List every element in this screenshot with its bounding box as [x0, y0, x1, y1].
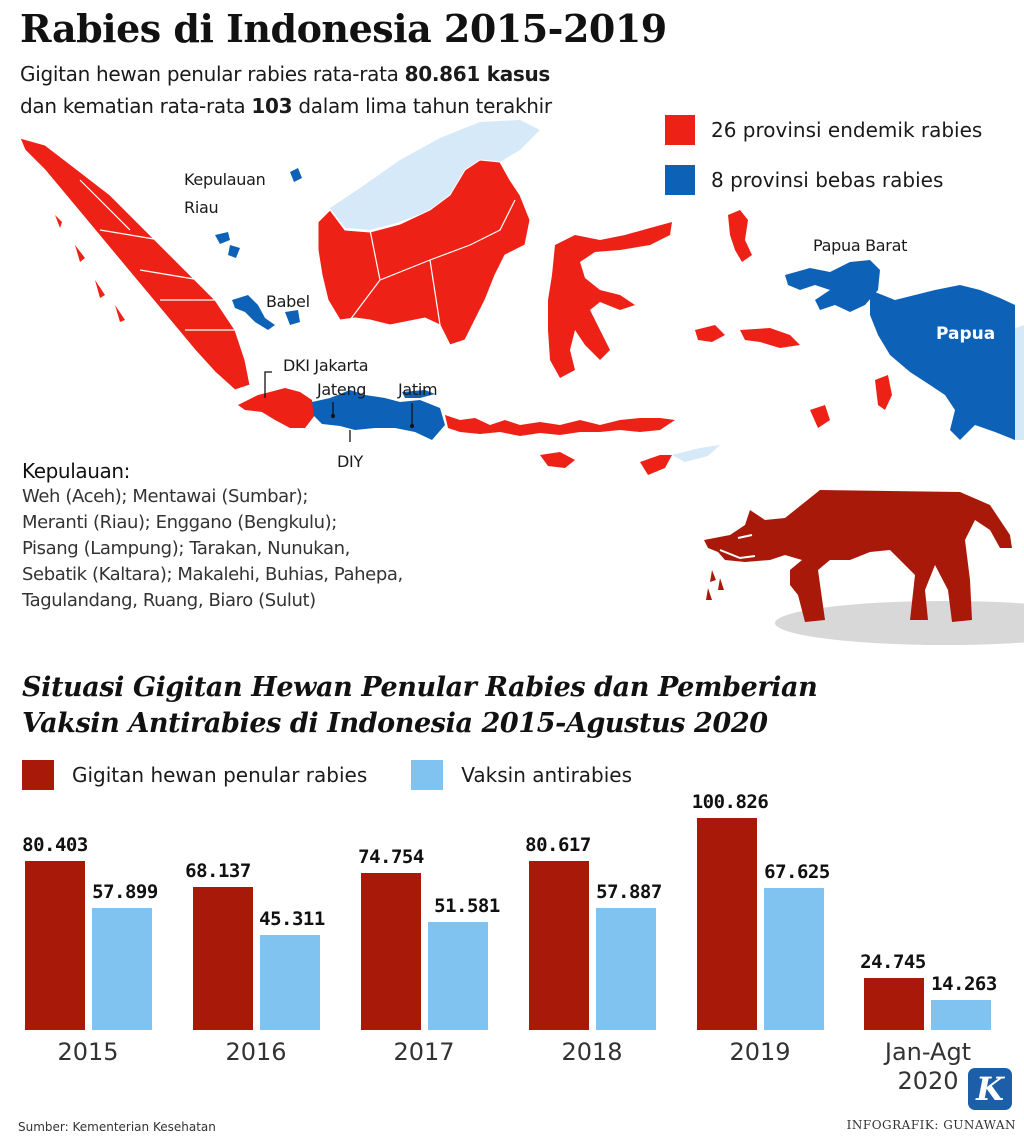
babel-shape	[232, 295, 300, 330]
madura-shape	[402, 390, 435, 398]
bar-bites-2018	[529, 861, 589, 1030]
islands-line: Tagulandang, Ruang, Biaro (Sulut)	[22, 590, 316, 611]
value-bites-2020: 24.745	[860, 951, 926, 973]
label-kepri-1: Kepulauan	[184, 170, 266, 189]
maluku-south-shape	[810, 375, 892, 428]
average-deaths: 103	[251, 94, 293, 118]
value-vaccine-2018: 57.887	[596, 881, 662, 903]
legend-vaccine: Vaksin antirabies	[411, 760, 632, 790]
bar-vaccine-2017	[428, 922, 488, 1030]
subtitle: Gigitan hewan penular rabies rata-rata 8…	[20, 58, 552, 122]
label-dki-jakarta: DKI Jakarta	[283, 356, 369, 375]
malaysia-borneo-shape	[330, 120, 540, 230]
sumba-shape	[540, 452, 575, 468]
papua-shape	[870, 285, 1015, 440]
bar-vaccine-2016	[260, 935, 320, 1030]
value-bites-2015: 80.403	[22, 834, 88, 856]
kepri-shape	[215, 168, 302, 258]
category-2020: Jan-Agt 2020	[884, 1038, 972, 1095]
subtitle-line-2: dan kematian rata-rata 103 dalam lima ta…	[20, 94, 552, 118]
legend-endemic: 26 provinsi endemik rabies	[665, 115, 982, 145]
bar-bites-2019	[697, 818, 757, 1030]
legend-bites: Gigitan hewan penular rabies	[22, 760, 367, 790]
value-vaccine-2017: 51.581	[434, 895, 500, 917]
nusa-tenggara-shape	[445, 415, 675, 436]
label-kepri-2: Riau	[184, 198, 219, 217]
chart-title: Situasi Gigitan Hewan Penular Rabies dan…	[22, 672, 818, 739]
bar-bites-2017	[361, 873, 421, 1030]
bar-vaccine-2019	[764, 888, 824, 1030]
maluku-shape	[695, 325, 800, 348]
maluku-north-shape	[728, 210, 752, 262]
infographic-credit: INFOGRAFIK: GUNAWAN	[846, 1118, 1016, 1132]
category-2019: 2019	[729, 1038, 791, 1066]
banten-jabar-shape	[238, 388, 315, 428]
value-vaccine-2015: 57.899	[92, 881, 158, 903]
map-legend: 26 provinsi endemik rabies 8 provinsi be…	[665, 115, 982, 216]
chart-legend: Gigitan hewan penular rabies Vaksin anti…	[22, 760, 676, 790]
average-bites: 80.861 kasus	[404, 62, 551, 86]
sumatra-shape	[19, 137, 251, 391]
sulawesi-shape	[548, 222, 672, 378]
category-2015: 2015	[57, 1038, 119, 1066]
category-2016: 2016	[225, 1038, 287, 1066]
legend-swatch-free	[665, 165, 695, 195]
label-papua-barat: Papua Barat	[813, 236, 908, 255]
value-bites-2019: 100.826	[691, 791, 769, 813]
bar-vaccine-2015	[92, 908, 152, 1030]
subtitle-line-1: Gigitan hewan penular rabies rata-rata 8…	[20, 62, 551, 86]
bar-bites-2020	[864, 978, 924, 1030]
islands-line: Weh (Aceh); Mentawai (Sumbar);	[22, 486, 309, 507]
rabid-dog-icon	[704, 490, 1024, 645]
value-bites-2017: 74.754	[358, 846, 424, 868]
islands-line: Sebatik (Kaltara); Makalehi, Buhias, Pah…	[22, 564, 403, 585]
category-2018: 2018	[561, 1038, 623, 1066]
islands-line: Pisang (Lampung); Tarakan, Nunukan,	[22, 538, 350, 559]
value-vaccine-2020: 14.263	[931, 973, 997, 995]
label-papua: Papua	[936, 324, 996, 344]
label-jateng: Jateng	[317, 380, 367, 399]
bar-bites-2016	[193, 887, 253, 1030]
kalimantan-shape	[317, 159, 531, 346]
mentawai-shape	[55, 215, 125, 322]
label-babel: Babel	[266, 292, 310, 311]
label-jatim: Jatim	[398, 380, 438, 399]
kompas-logo: K	[968, 1068, 1012, 1110]
islands-heading: Kepulauan:	[22, 459, 130, 483]
bar-vaccine-2018	[596, 908, 656, 1030]
legend-free: 8 provinsi bebas rabies	[665, 165, 982, 195]
indonesia-map	[19, 120, 1024, 475]
legend-swatch-endemic	[665, 115, 695, 145]
islands-note: Kepulauan: Weh (Aceh); Mentawai (Sumbar)…	[22, 458, 403, 614]
page-title: Rabies di Indonesia 2015-2019	[20, 6, 667, 51]
timor-shape	[640, 455, 672, 475]
value-vaccine-2016: 45.311	[259, 908, 325, 930]
value-bites-2016: 68.137	[185, 860, 251, 882]
bar-vaccine-2020	[931, 1000, 991, 1030]
papua-barat-shape	[785, 260, 880, 312]
label-diy: DIY	[337, 452, 363, 471]
legend-swatch-vaccine	[411, 760, 444, 790]
source-note: Sumber: Kementerian Kesehatan	[18, 1120, 216, 1134]
bar-bites-2015	[25, 861, 85, 1030]
value-bites-2018: 80.617	[525, 834, 591, 856]
timor-leste-shape	[672, 445, 720, 462]
legend-swatch-bites	[22, 760, 54, 790]
value-vaccine-2019: 67.625	[764, 861, 830, 883]
category-2017: 2017	[393, 1038, 455, 1066]
islands-line: Meranti (Riau); Enggano (Bengkulu);	[22, 512, 337, 533]
